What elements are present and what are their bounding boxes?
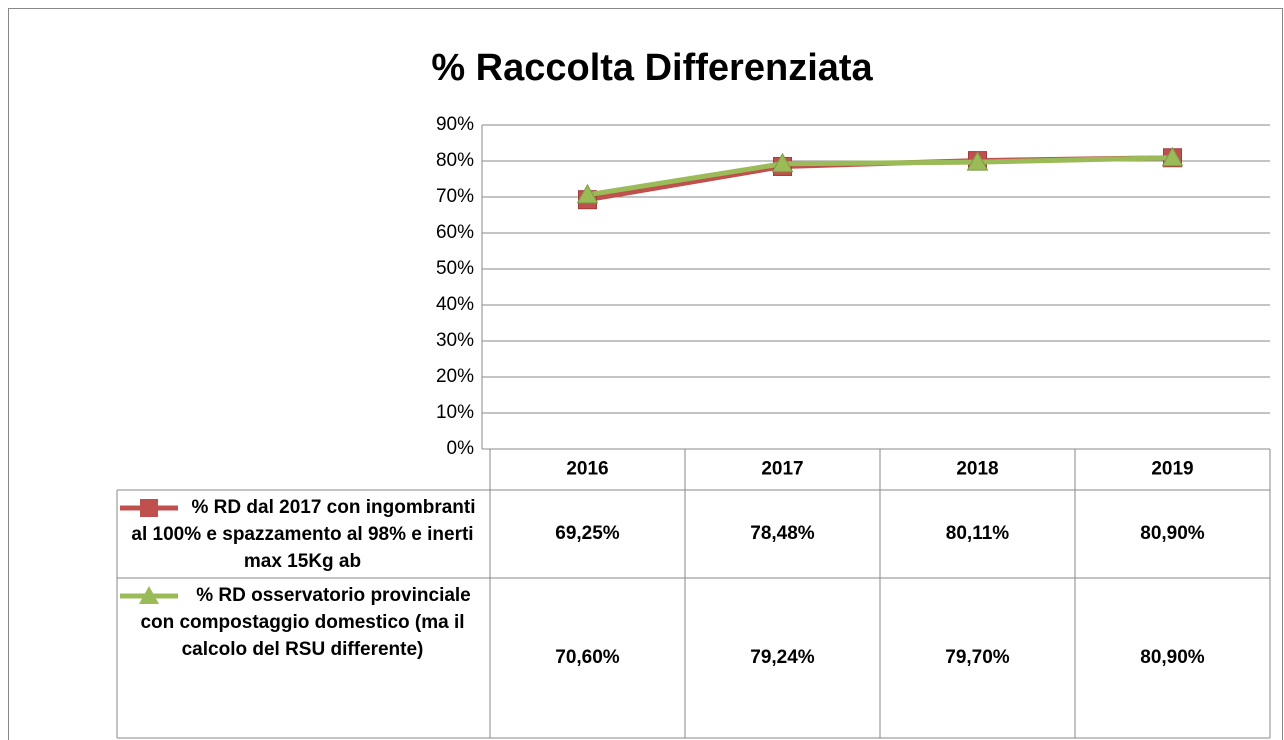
legend-marker <box>139 586 159 604</box>
legend-label: % RD osservatorio provinciale con compos… <box>140 585 471 660</box>
chart-title: % Raccolta Differenziata <box>431 47 873 89</box>
y-tick-label: 70% <box>436 186 474 207</box>
marker <box>576 183 599 204</box>
x-tick-label: 2017 <box>761 459 803 480</box>
y-tick-label: 10% <box>436 402 474 423</box>
chart-border <box>8 8 1283 740</box>
y-tick-label: 80% <box>436 150 474 171</box>
x-tick-label: 2018 <box>956 459 998 480</box>
value-label: 69,25% <box>555 523 620 544</box>
y-tick-label: 30% <box>436 330 474 351</box>
x-tick-label: 2019 <box>1151 459 1193 480</box>
value-label: 80,11% <box>946 523 1009 544</box>
marker <box>771 152 794 173</box>
y-tick-label: 90% <box>436 114 474 135</box>
series-line <box>587 155 1173 198</box>
marker <box>966 151 989 171</box>
value-label: 80,90% <box>1140 647 1205 668</box>
value-label: 79,70% <box>945 647 1010 668</box>
y-tick-label: 40% <box>436 294 474 315</box>
value-label: 79,24% <box>750 647 815 668</box>
y-tick-label: 60% <box>436 222 474 243</box>
value-label: 80,90% <box>1140 523 1205 544</box>
y-tick-label: 0% <box>447 438 475 459</box>
value-label: 70,60% <box>555 647 620 668</box>
legend-box: % RD osservatorio provinciale con compos… <box>140 585 471 660</box>
y-tick-label: 50% <box>436 258 474 279</box>
legend-label: % RD dal 2017 con ingombranti al 100% e … <box>131 497 476 572</box>
y-tick-label: 20% <box>436 366 474 387</box>
x-tick-label: 2016 <box>566 459 608 480</box>
marker <box>1161 146 1184 167</box>
legend-marker <box>140 499 158 517</box>
legend-box: % RD dal 2017 con ingombranti al 100% e … <box>131 497 476 572</box>
value-label: 78,48% <box>750 523 815 544</box>
